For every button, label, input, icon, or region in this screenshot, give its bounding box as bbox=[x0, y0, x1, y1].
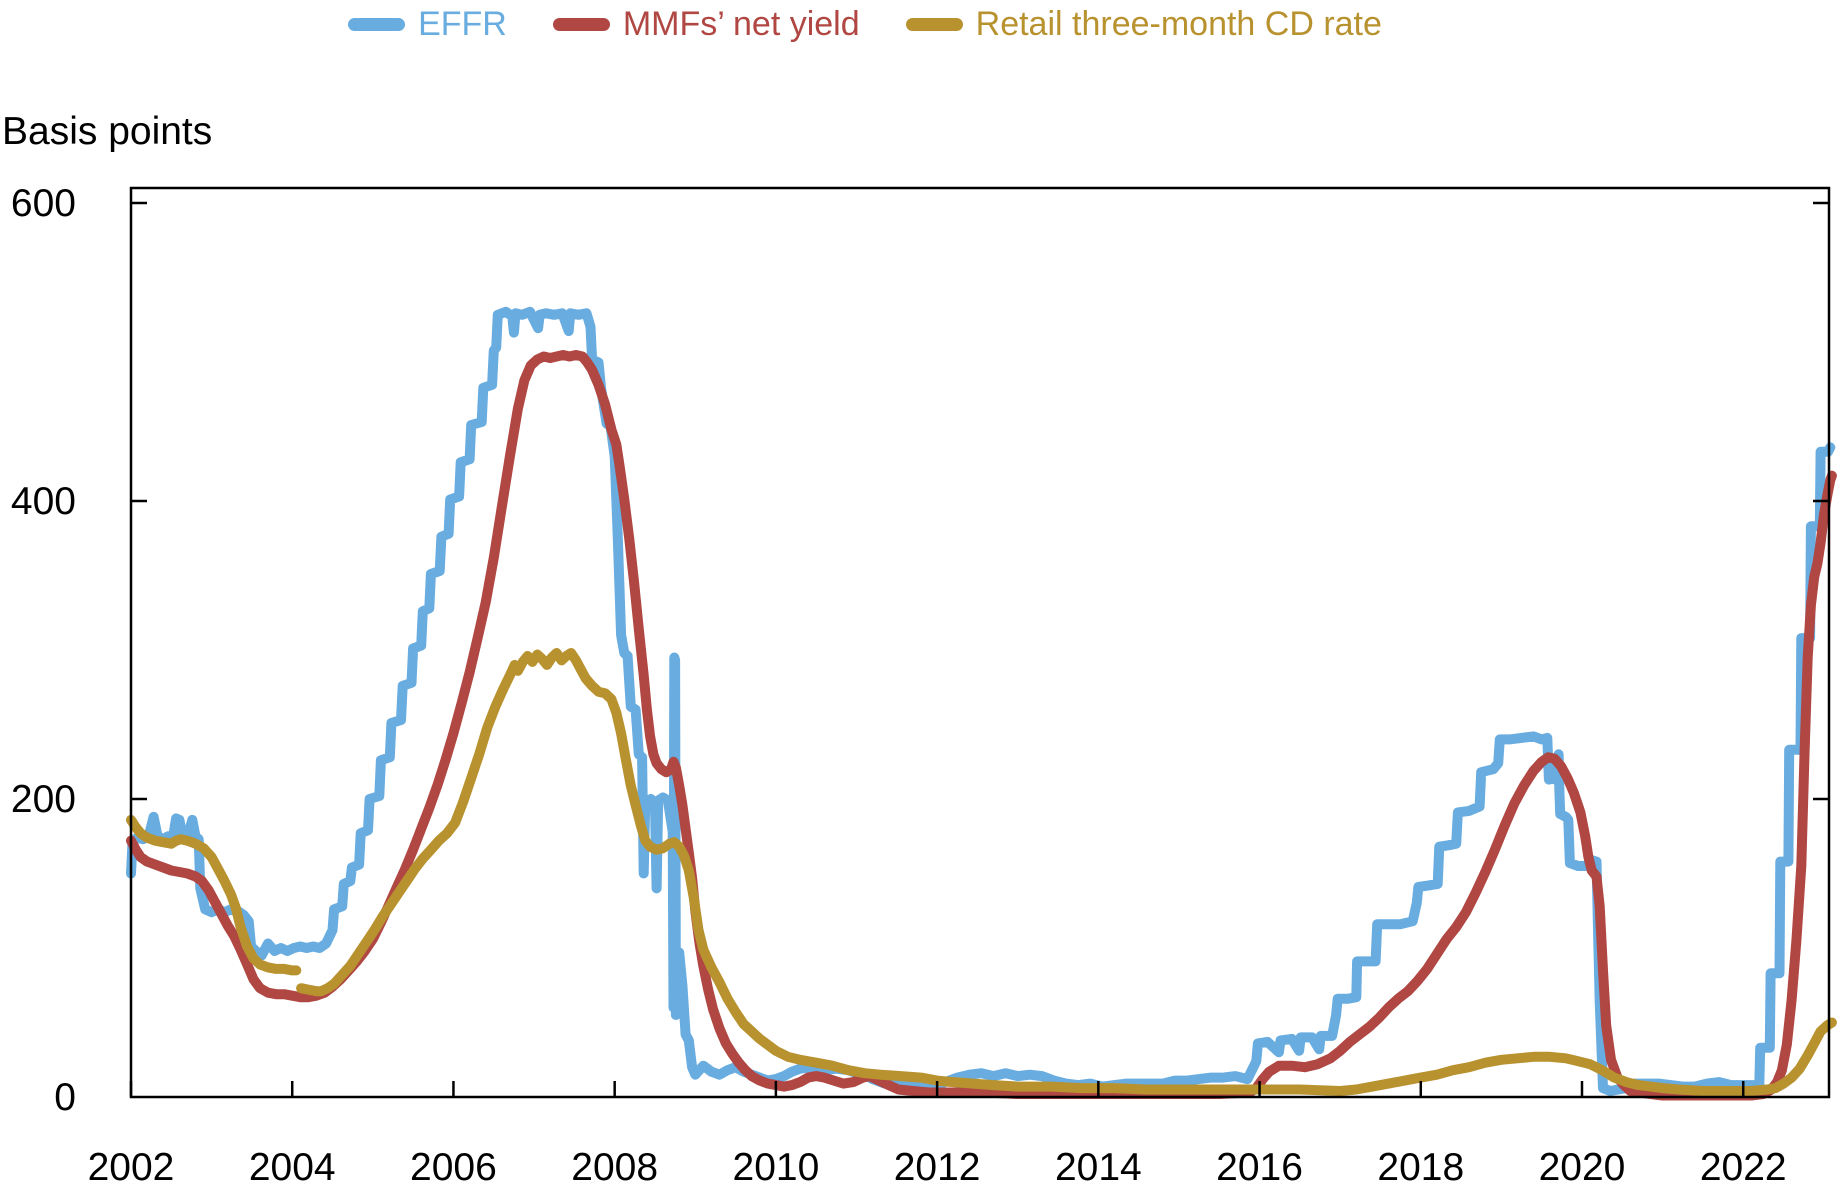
x-tick-label: 2008 bbox=[571, 1146, 658, 1189]
plot-border bbox=[129, 186, 1831, 1099]
legend: EFFR MMFs’ net yield Retail three-month … bbox=[0, 4, 1785, 44]
legend-item-mmf-net-yield: MMFs’ net yield bbox=[552, 4, 860, 44]
y-tick-label: 200 bbox=[11, 778, 76, 821]
series-line-2 bbox=[126, 648, 1837, 1096]
cd-line-swatch-icon bbox=[905, 17, 963, 31]
legend-item-effr: EFFR bbox=[348, 4, 507, 44]
plot-axes: 0 200 400 600 2002 2004 2006 2008 2010 2012 2014 20… bbox=[11, 182, 1831, 1189]
legend-label-effr: EFFR bbox=[418, 5, 507, 43]
x-tick-label: 2020 bbox=[1539, 1146, 1626, 1189]
x-tick-label: 2006 bbox=[410, 1146, 497, 1189]
y-tick-label: 0 bbox=[54, 1076, 76, 1119]
y-tick-label: 600 bbox=[11, 182, 76, 225]
x-tick-label: 2018 bbox=[1377, 1146, 1464, 1189]
x-tick-label: 2002 bbox=[88, 1146, 175, 1189]
series-line-1 bbox=[126, 350, 1837, 1101]
x-tick-label: 2022 bbox=[1700, 1146, 1787, 1189]
y-axis-title: Basis points bbox=[2, 110, 213, 153]
legend-item-cd-rate: Retail three-month CD rate bbox=[905, 4, 1382, 44]
series-line-0 bbox=[126, 306, 1836, 1096]
x-tick-label: 2010 bbox=[733, 1146, 820, 1189]
x-tick-label: 2004 bbox=[249, 1146, 336, 1189]
x-tick-label: 2012 bbox=[894, 1146, 981, 1189]
x-tick-label: 2014 bbox=[1055, 1146, 1142, 1189]
x-tick-label: 2016 bbox=[1216, 1146, 1303, 1189]
legend-label-mmf-net-yield: MMFs’ net yield bbox=[622, 5, 860, 43]
effr-line-swatch-icon bbox=[348, 17, 406, 31]
y-tick-label: 400 bbox=[11, 480, 76, 523]
plot-series bbox=[126, 306, 1837, 1101]
mmf-line-swatch-icon bbox=[552, 17, 610, 31]
legend-label-cd-rate: Retail three-month CD rate bbox=[975, 5, 1382, 43]
